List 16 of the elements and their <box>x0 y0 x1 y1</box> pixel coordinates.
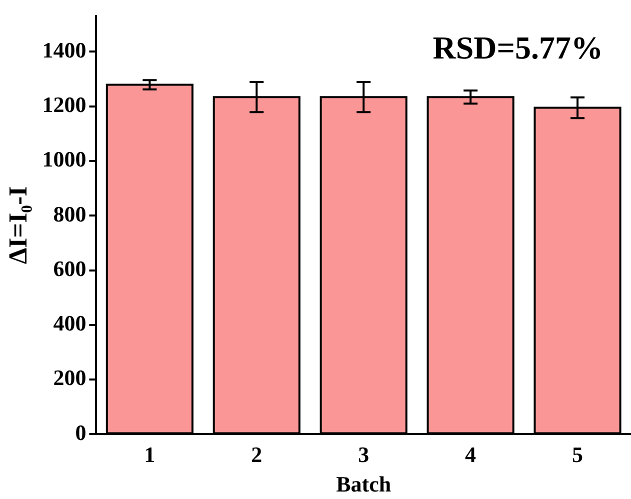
y-tick-label: 600 <box>53 256 86 281</box>
y-tick-label: 0 <box>75 420 86 445</box>
y-tick-label: 400 <box>53 310 86 336</box>
y-tick-label: 200 <box>53 365 86 390</box>
y-tick-label: 800 <box>53 201 86 226</box>
y-tick-label: 1200 <box>42 92 86 118</box>
x-tick-label: 5 <box>572 442 584 468</box>
x-axis-title: Batch <box>336 471 392 496</box>
y-tick-label: 1400 <box>42 37 86 62</box>
y-tick-label: 1000 <box>42 146 86 172</box>
x-tick-label: 1 <box>144 442 156 468</box>
x-tick-label: 4 <box>465 442 476 468</box>
x-tick-label: 2 <box>251 442 262 468</box>
annotation: RSD=5.77% <box>432 29 603 66</box>
x-tick-label: 3 <box>358 442 370 468</box>
y-axis-title: ΔI=I₀-I <box>3 186 32 264</box>
